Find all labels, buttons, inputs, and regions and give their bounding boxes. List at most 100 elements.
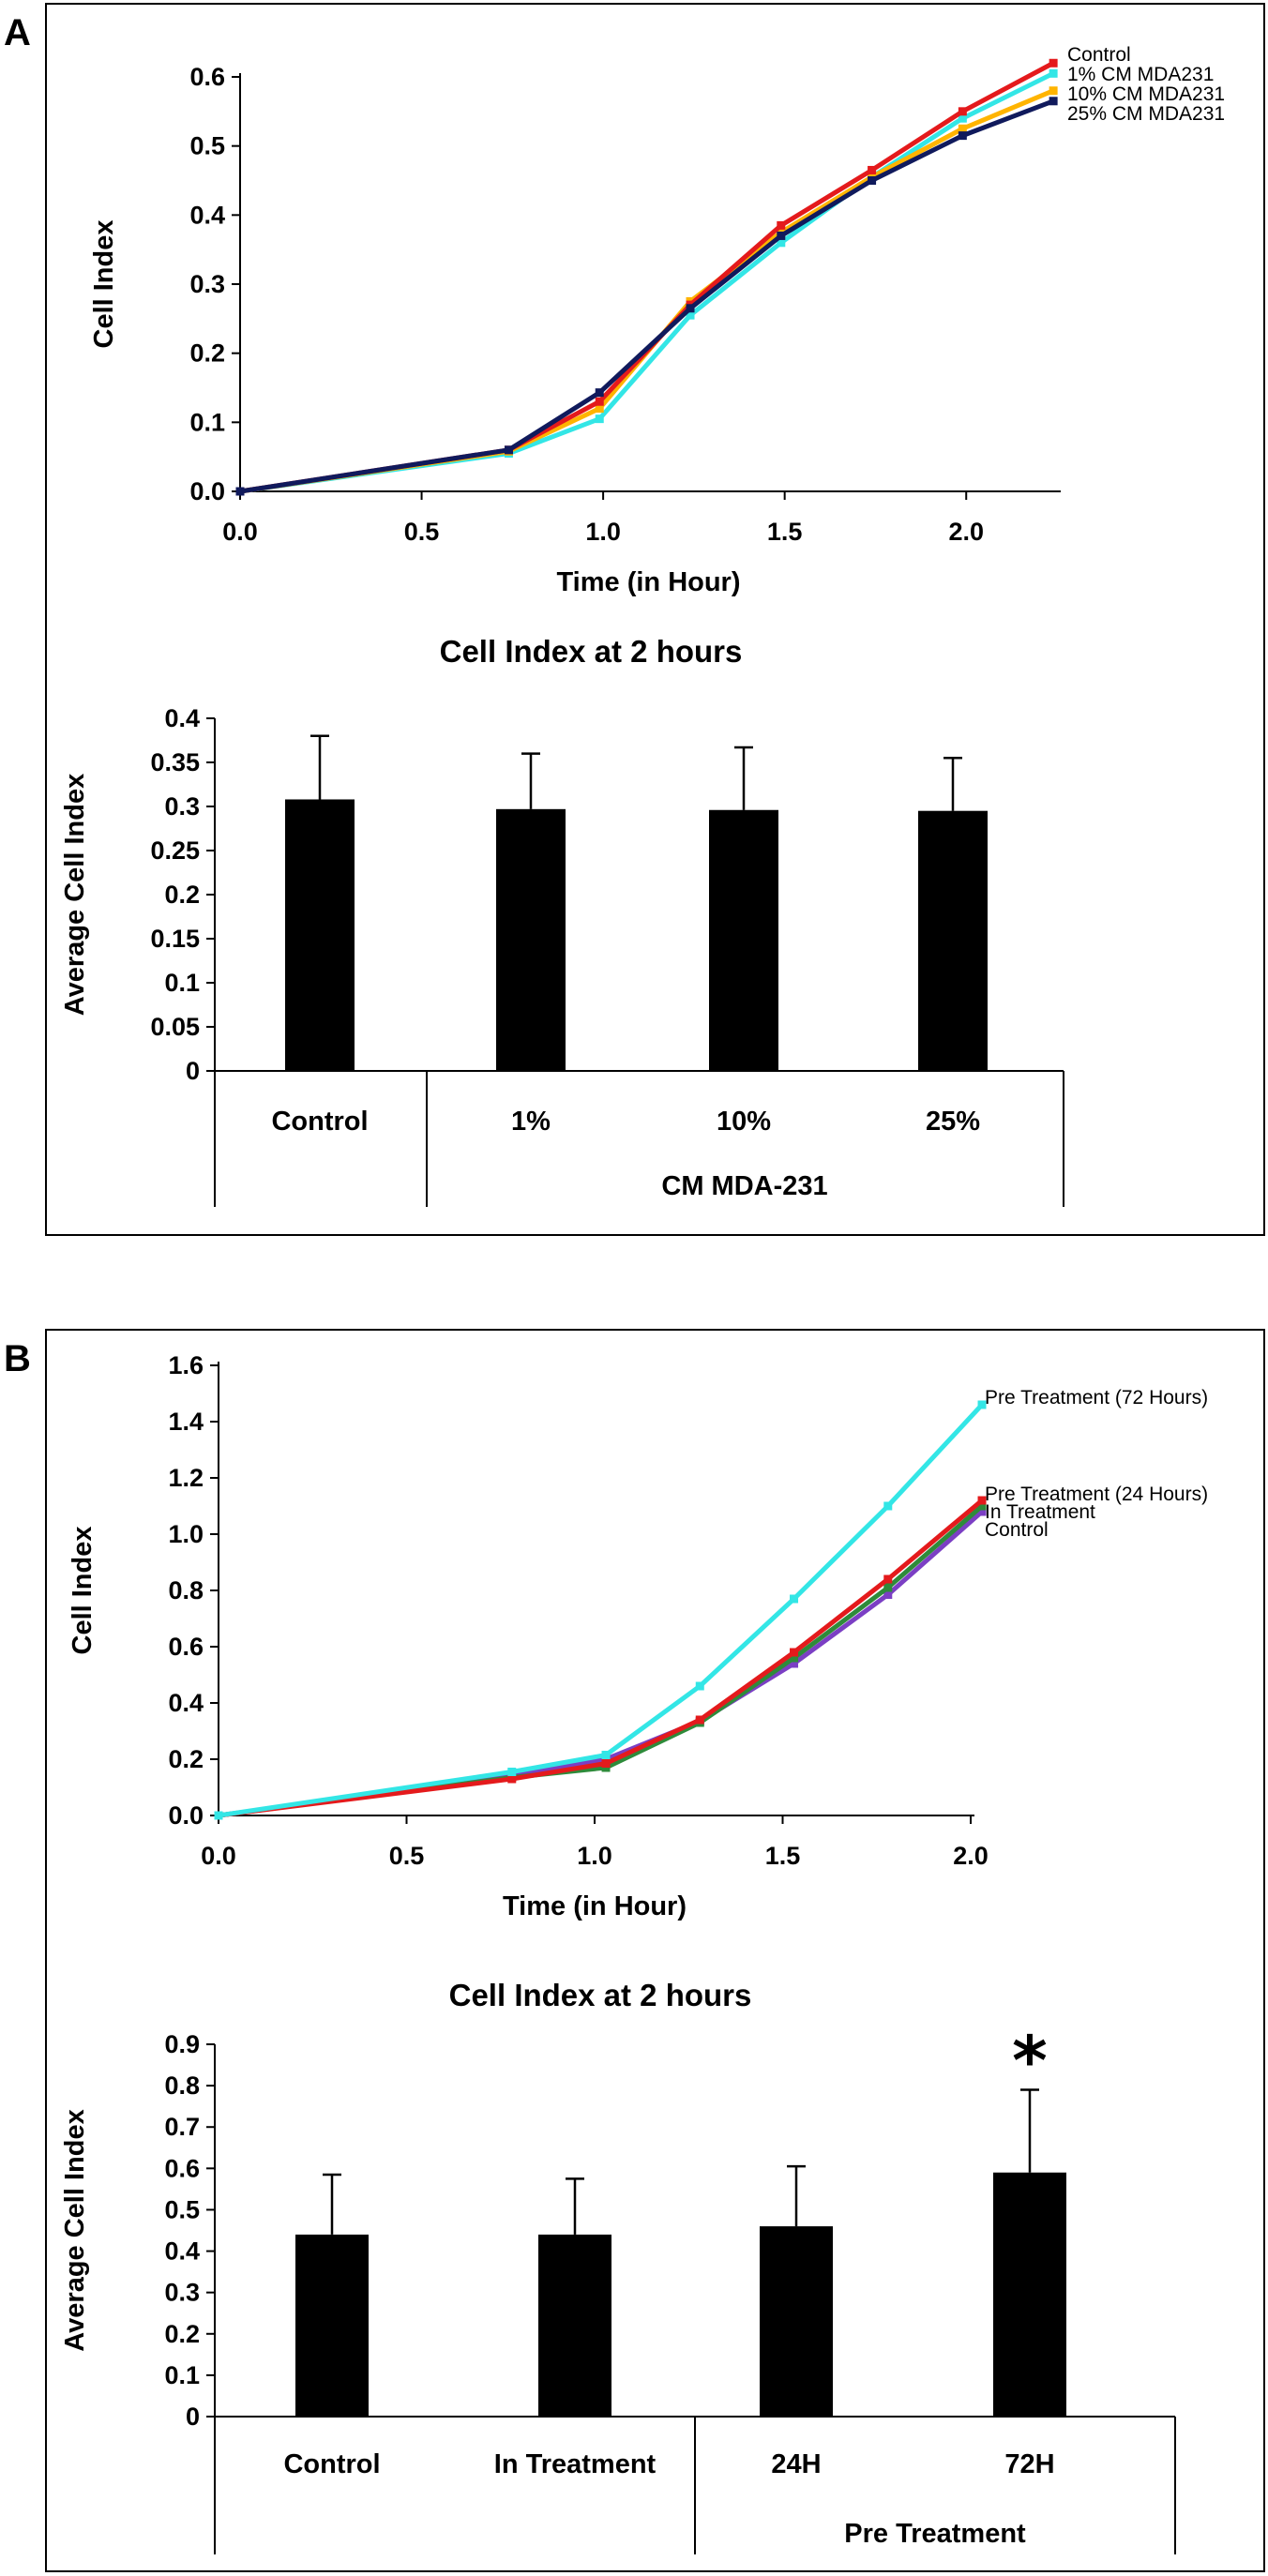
- panel-b-line-chart: 0.0 0.2 0.4 0.6 0.8 1.0 1.2 1.4 1.6 0.0 0.5 1.0 1.5 2…: [68, 1351, 1208, 1921]
- x-tick-label: 2.0: [948, 518, 984, 546]
- panel-b-frame: [45, 1329, 1265, 2572]
- y-tick-label: 1.4: [168, 1408, 204, 1436]
- data-point: [235, 487, 245, 496]
- data-point: [601, 1751, 611, 1759]
- category-label: Control: [271, 1107, 368, 1137]
- data-point: [977, 1507, 987, 1516]
- legend-label: 1% CM MDA231: [1067, 64, 1214, 85]
- data-point: [504, 445, 513, 455]
- panel-a-bar-chart: Cell Index at 2 hours 0 0.05 0.1 0.15 0.2 0.25…: [60, 634, 1064, 1207]
- y-tick-label: 0.3: [164, 2279, 200, 2307]
- y-tick-label: 0.05: [150, 1013, 200, 1041]
- x-axis-title: Time (in Hour): [556, 567, 740, 597]
- data-point: [868, 165, 877, 174]
- data-point: [958, 107, 967, 116]
- data-point: [595, 404, 604, 414]
- data-point: [1049, 86, 1058, 96]
- data-point: [790, 1659, 799, 1668]
- x-tick-label: 2.0: [953, 1842, 989, 1870]
- group-label: CM MDA-231: [661, 1171, 827, 1201]
- y-tick-label: 0.2: [168, 1745, 204, 1773]
- data-point: [790, 1653, 799, 1663]
- y-tick-label: 0.15: [150, 925, 200, 953]
- data-point: [686, 304, 695, 313]
- y-tick-label: 0.1: [189, 408, 225, 436]
- y-tick-label: 0.5: [164, 2195, 200, 2223]
- bar: [295, 2234, 369, 2417]
- legend-label: Control: [1067, 44, 1131, 66]
- data-point: [695, 1715, 704, 1725]
- y-tick-label: 1.0: [168, 1520, 204, 1548]
- data-point: [601, 1759, 611, 1768]
- category-label: Control: [283, 2449, 380, 2479]
- data-point: [507, 1768, 517, 1776]
- data-point: [790, 1594, 799, 1604]
- data-point: [977, 1501, 987, 1511]
- panel-a-label: A: [4, 12, 31, 53]
- x-tick-label: 1.0: [577, 1842, 612, 1870]
- legend-label: Pre Treatment (24 Hours): [985, 1484, 1208, 1505]
- data-point: [1049, 97, 1058, 106]
- category-label: 10%: [717, 1107, 771, 1137]
- y-tick-label: 0: [186, 2403, 200, 2431]
- y-tick-label: 1.2: [168, 1464, 204, 1492]
- y-tick-label: 0.5: [189, 132, 225, 160]
- bar: [538, 2234, 611, 2417]
- data-point: [883, 1501, 893, 1511]
- y-tick-label: 0.7: [164, 2113, 200, 2141]
- y-tick-label: 0.35: [150, 748, 200, 776]
- y-tick-label: 0.3: [164, 792, 200, 821]
- y-axis-title: Cell Index: [89, 220, 119, 349]
- y-axis-title: Average Cell Index: [60, 2109, 90, 2351]
- legend-label: 10% CM MDA231: [1067, 83, 1225, 105]
- series-line: [218, 1504, 984, 1818]
- x-tick-label: 0.0: [222, 518, 258, 546]
- group-label: Pre Treatment: [844, 2519, 1026, 2549]
- data-point: [595, 397, 604, 406]
- y-tick-label: 0.1: [164, 2361, 200, 2389]
- y-tick-label: 0.9: [164, 2030, 200, 2058]
- category-label: 25%: [926, 1107, 980, 1137]
- category-label: 72H: [1004, 2449, 1054, 2479]
- y-tick-label: 0.4: [189, 201, 225, 229]
- data-point: [977, 1400, 987, 1409]
- y-tick-label: 0.1: [164, 969, 200, 997]
- data-point: [977, 1496, 987, 1505]
- category-label: 1%: [511, 1107, 551, 1137]
- series-line: [239, 61, 1055, 494]
- y-tick-label: 0.6: [164, 2154, 200, 2182]
- panel-b-bar-chart: Cell Index at 2 hours 0 0.1 0.2 0.3 0.4 0.5 0.6…: [60, 1978, 1176, 2554]
- y-tick-label: 0.4: [164, 704, 200, 732]
- data-point: [777, 220, 786, 230]
- series-line: [239, 98, 1055, 494]
- data-point: [958, 124, 967, 133]
- y-tick-label: 0.25: [150, 836, 200, 865]
- legend-label: Control: [985, 1519, 1049, 1541]
- data-point: [214, 1811, 223, 1820]
- data-point: [595, 414, 604, 424]
- y-tick-label: 0.3: [189, 270, 225, 298]
- y-tick-label: 0.2: [164, 881, 200, 909]
- x-tick-label: 1.0: [585, 518, 621, 546]
- data-point: [790, 1648, 799, 1657]
- bar: [709, 809, 778, 1071]
- data-point: [595, 388, 604, 398]
- data-point: [883, 1583, 893, 1592]
- y-tick-label: 0.8: [164, 2071, 200, 2100]
- data-point: [507, 1774, 517, 1784]
- significance-marker: *: [1012, 2022, 1048, 2101]
- x-axis-title: Time (in Hour): [503, 1891, 687, 1921]
- y-tick-label: 0.4: [164, 2237, 200, 2266]
- y-tick-label: 0: [186, 1057, 200, 1085]
- data-point: [958, 131, 967, 141]
- data-point: [686, 310, 695, 320]
- chart-title: Cell Index at 2 hours: [449, 1978, 752, 2012]
- y-axis-title: Average Cell Index: [60, 774, 90, 1016]
- bar: [285, 799, 355, 1071]
- panel-b-label: B: [4, 1338, 31, 1379]
- y-tick-label: 1.6: [168, 1351, 204, 1379]
- data-point: [695, 1681, 704, 1691]
- bar: [993, 2172, 1066, 2417]
- y-tick-label: 0.2: [164, 2320, 200, 2348]
